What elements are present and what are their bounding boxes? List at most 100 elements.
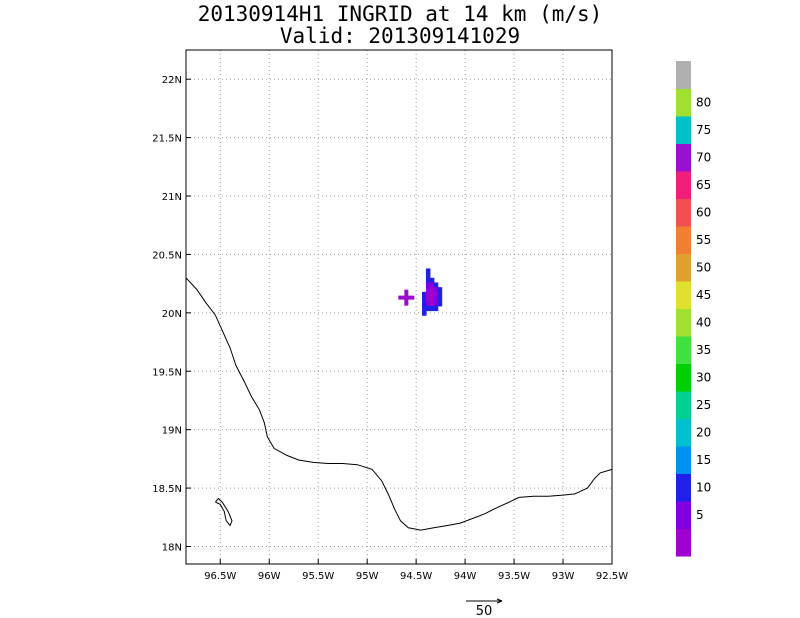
colorbar-segment [676,198,691,227]
lon-tick-label: 96.5W [204,571,236,582]
colorbar-segment [676,253,691,282]
lat-tick-label: 22N [162,75,182,86]
wind-cell [433,287,439,293]
colorbar-segment [676,226,691,254]
wind-cell [437,287,443,293]
colorbar: 5 10 15 20 25 30 35 40 45 50 55 60 65 70 75 80 [676,61,711,557]
wind-cell [437,291,443,298]
colorbar-segment [676,473,691,502]
colorbar-label: 55 [696,233,711,247]
colorbar-label: 15 [696,453,711,467]
longitude-tick-labels: 96.5W 96W 95.5W 95W 94.5W 94W 93.5W 93W 92.5W [204,571,628,582]
colorbar-label: 35 [696,343,711,357]
lon-tick-label: 95.5W [302,571,334,582]
lat-tick-label: 19N [162,426,182,437]
lon-tick-label: 93.5W [498,571,530,582]
colorbar-label: 20 [696,425,711,439]
reference-vector-label: 50 [476,604,493,618]
colorbar-segment [676,363,691,392]
wind-cell [425,301,431,307]
colorbar-label: 5 [696,508,704,522]
wind-cell [425,277,431,284]
wind-cell [425,296,431,302]
wind-cell [429,282,435,288]
reference-vector-arrowhead [496,598,503,604]
lon-tick-label: 95W [356,571,379,582]
colorbar-label: 10 [696,480,711,494]
wind-cell [425,287,431,293]
wind-cell [422,296,427,302]
lon-tick-label: 92.5W [596,571,628,582]
colorbar-segment [676,88,691,117]
lon-tick-label: 94W [454,571,477,582]
colorbar-label: 45 [696,288,711,302]
wind-cell [422,305,427,312]
lat-tick-label: 19.5N [152,367,182,378]
lat-tick-label: 21.5N [152,134,182,145]
wind-cell [422,301,427,307]
wind-cell [422,291,427,298]
colorbar-label: 75 [696,123,711,137]
colorbar-segment [676,391,691,419]
wind-cell [437,301,443,307]
colorbar-segment [676,116,691,144]
latitude-tick-labels: 18N 18.5N 19N 19.5N 20N 20.5N 21N 21.5N 22N [152,75,182,553]
wind-cell [429,277,435,284]
map-title-line-2: Valid: 201309141029 [279,24,521,48]
plot-border [185,49,613,565]
wind-cell [425,268,431,274]
colorbar-label: 50 [696,260,711,274]
colorbar-label: 80 [696,95,711,109]
lat-tick-label: 18.5N [152,484,182,495]
lon-tick-label: 96W [258,571,281,582]
wind-cell [429,291,435,298]
wind-cell [422,310,427,316]
wind-cell [429,287,435,293]
colorbar-segment [676,281,691,309]
colorbar-segment [676,308,691,337]
wind-cell [433,296,439,302]
colorbar-label: 25 [696,398,711,412]
colorbar-label: 40 [696,315,711,329]
wind-cell [433,291,439,298]
grid-lines [186,50,613,564]
wind-cell [437,296,443,302]
wind-cell [429,305,435,312]
colorbar-label: 60 [696,205,711,219]
colorbar-segment [676,171,691,199]
colorbar-segment [676,418,691,447]
colorbar-segment [676,143,691,172]
coastline [185,277,613,531]
lat-tick-label: 20N [162,309,182,320]
map-title-line-1: 20130914H1 INGRID at 14 km (m/s) [197,2,603,26]
coastline-gulf [185,277,613,531]
wind-cell [425,291,431,298]
colorbar-label: 30 [696,370,711,384]
colorbar-segment [676,336,691,364]
plot-area [185,49,613,565]
wind-cell [429,296,435,302]
colorbar-segment [676,501,691,529]
wind-cell [433,305,439,312]
wind-cell [433,301,439,307]
lat-tick-label: 21N [162,192,182,203]
reference-vector: 50 [466,598,503,618]
wind-cell [425,273,431,279]
lon-tick-label: 93W [552,571,575,582]
coastline-lake [215,497,233,527]
lat-tick-label: 20.5N [152,250,182,261]
wind-field [422,268,443,316]
wind-cell [433,282,439,288]
colorbar-segment [676,528,691,557]
colorbar-label: 70 [696,150,711,164]
colorbar-segment [676,61,691,89]
lon-tick-label: 94.5W [400,571,432,582]
wind-cell [429,301,435,307]
lat-tick-label: 18N [162,542,182,553]
plot-background [186,50,612,564]
colorbar-label: 65 [696,178,711,192]
storm-center-marker [398,289,415,306]
wind-cell [425,305,431,312]
wind-cell [425,282,431,288]
